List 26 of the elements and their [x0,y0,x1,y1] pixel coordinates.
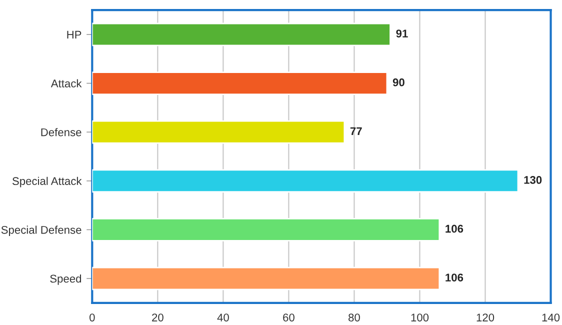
data-label: 106 [446,274,464,282]
bar [92,169,519,193]
x-tick-label: 40 [217,314,229,322]
bar [92,218,440,242]
data-label: 90 [392,78,404,86]
x-tick-label: 120 [476,314,494,322]
data-label: 91 [396,30,408,38]
x-tick-label: 20 [152,314,164,322]
y-tick-label: Special Attack [12,176,82,188]
bar [92,22,391,46]
y-tick-label: Special Defense [1,226,82,236]
y-tick-label: Defense [41,128,82,136]
bar [92,72,388,95]
data-label: 77 [350,127,362,135]
x-tick-label: 140 [542,314,560,322]
data-label: 106 [446,224,464,233]
x-tick-label: 80 [348,314,360,322]
bar [92,266,440,290]
x-tick-label: 0 [90,314,95,322]
x-tick-label: 60 [283,314,294,322]
bar [92,120,346,144]
y-tick-label: Speed [50,274,82,285]
y-tick-label: Attack [50,79,82,88]
data-label: 130 [524,176,542,184]
y-tick-label: HP [67,30,82,39]
x-tick-label: 100 [411,314,429,322]
